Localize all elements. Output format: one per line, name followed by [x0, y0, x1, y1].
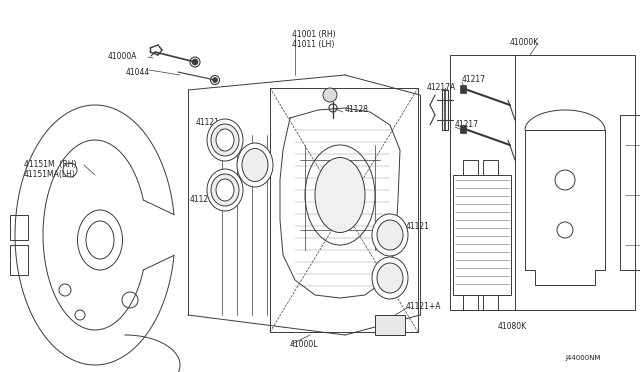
Text: 41011 (LH): 41011 (LH)	[292, 40, 334, 49]
Text: 41121+A: 41121+A	[190, 195, 225, 204]
Text: 41000A: 41000A	[108, 52, 138, 61]
Bar	[10, 215, 28, 240]
Ellipse shape	[372, 214, 408, 256]
Bar	[483, 295, 498, 310]
Text: 41121: 41121	[406, 222, 430, 231]
Bar	[463, 295, 478, 310]
Text: 41217: 41217	[455, 120, 479, 129]
Bar	[460, 125, 466, 133]
Text: 41151M  (RH): 41151M (RH)	[24, 160, 77, 169]
Text: 41000K: 41000K	[510, 38, 540, 47]
Ellipse shape	[216, 129, 234, 151]
Bar	[270, 88, 418, 332]
Ellipse shape	[211, 174, 239, 206]
Text: 41000L: 41000L	[290, 340, 319, 349]
Bar	[450, 55, 635, 310]
Bar	[463, 160, 478, 175]
Ellipse shape	[372, 257, 408, 299]
Ellipse shape	[211, 124, 239, 156]
Ellipse shape	[315, 157, 365, 232]
Circle shape	[323, 88, 337, 102]
Bar	[442, 90, 448, 130]
Text: 41217A: 41217A	[427, 83, 456, 92]
Text: 41128: 41128	[345, 105, 369, 114]
Bar	[460, 85, 466, 93]
Bar	[453, 175, 511, 295]
Bar	[620, 115, 640, 270]
Text: 41080K: 41080K	[498, 322, 527, 331]
Text: 41044: 41044	[126, 68, 150, 77]
Text: 41217: 41217	[462, 75, 486, 84]
Text: 41001 (RH): 41001 (RH)	[292, 30, 335, 39]
Ellipse shape	[207, 119, 243, 161]
Bar	[375, 315, 405, 335]
Circle shape	[212, 77, 218, 83]
Bar	[10, 245, 28, 275]
Ellipse shape	[377, 220, 403, 250]
Text: 41151MA(LH): 41151MA(LH)	[24, 170, 76, 179]
Ellipse shape	[207, 169, 243, 211]
Bar	[483, 160, 498, 175]
Text: 41121: 41121	[196, 118, 220, 127]
Ellipse shape	[216, 179, 234, 201]
Circle shape	[192, 59, 198, 65]
Text: J44000NM: J44000NM	[565, 355, 600, 361]
Ellipse shape	[242, 148, 268, 182]
Ellipse shape	[237, 143, 273, 187]
Ellipse shape	[377, 263, 403, 293]
Text: 41121+A: 41121+A	[406, 302, 442, 311]
